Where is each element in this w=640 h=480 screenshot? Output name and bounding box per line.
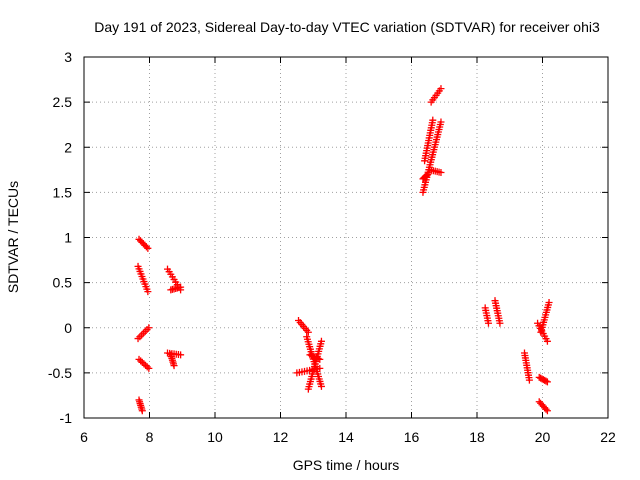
- data-point-marker: [142, 243, 150, 251]
- data-point-marker: [525, 376, 533, 384]
- x-tick-label: 12: [273, 429, 289, 445]
- data-point-marker: [145, 364, 153, 372]
- data-point-marker: [422, 172, 430, 180]
- x-tick-label: 16: [404, 429, 420, 445]
- data-point-marker: [309, 352, 317, 360]
- data-point-marker: [317, 382, 325, 390]
- data-point-marker: [437, 118, 445, 126]
- y-tick-label: 0.5: [53, 275, 73, 291]
- data-points: [134, 85, 553, 415]
- data-point-marker: [144, 244, 152, 252]
- data-point-marker: [484, 319, 492, 327]
- data-point-marker: [140, 360, 148, 368]
- data-point-marker: [311, 353, 319, 361]
- data-point-marker: [177, 283, 185, 291]
- data-point-marker: [437, 169, 445, 177]
- x-tick-label: 10: [207, 429, 223, 445]
- x-tick-label: 20: [535, 429, 551, 445]
- y-tick-label: 3: [64, 49, 72, 65]
- data-point-marker: [137, 357, 145, 365]
- data-point-marker: [143, 363, 151, 371]
- data-point-marker: [144, 288, 152, 296]
- data-point-marker: [170, 362, 178, 370]
- x-tick-label: 22: [600, 429, 616, 445]
- y-tick-label: -1: [60, 410, 73, 426]
- x-axis-title: GPS time / hours: [293, 457, 400, 473]
- data-point-marker: [177, 351, 185, 359]
- data-point-marker: [314, 355, 322, 363]
- data-point-marker: [308, 352, 316, 360]
- data-point-marker: [429, 116, 437, 124]
- y-axis-title: SDTVAR / TECUs: [5, 181, 21, 293]
- data-point-marker: [423, 171, 431, 179]
- x-tick-label: 8: [146, 429, 154, 445]
- y-tick-label: 2.5: [53, 94, 73, 110]
- data-point-marker: [316, 355, 324, 363]
- y-tick-label: -0.5: [48, 365, 72, 381]
- data-point-marker: [138, 407, 146, 415]
- data-point-marker: [306, 351, 314, 359]
- data-point-marker: [542, 405, 550, 413]
- data-point-marker: [545, 298, 553, 306]
- axis-ticks: 6 8 10 12 14 16 18 20 22 -1 -0.5 0 0.5 1 1.5 2 2.5 3: [48, 49, 616, 445]
- data-point-marker: [496, 319, 504, 327]
- data-point-marker: [543, 407, 551, 415]
- x-tick-label: 14: [338, 429, 354, 445]
- data-point-marker: [542, 377, 550, 385]
- data-point-marker: [543, 378, 551, 386]
- data-point-marker: [437, 85, 445, 93]
- y-tick-label: 2: [64, 139, 72, 155]
- y-tick-label: 1: [64, 230, 72, 246]
- x-tick-label: 18: [469, 429, 485, 445]
- grid-lines: [84, 57, 608, 418]
- data-point-marker: [304, 328, 312, 336]
- data-point-marker: [317, 337, 325, 345]
- data-point-marker: [135, 355, 143, 363]
- y-tick-label: 1.5: [53, 184, 73, 200]
- data-point-marker: [543, 337, 551, 345]
- data-point-marker: [313, 354, 321, 362]
- data-point-marker: [142, 361, 150, 369]
- data-point-marker: [138, 358, 146, 366]
- y-tick-label: 0: [64, 320, 72, 336]
- data-point-marker: [424, 170, 432, 178]
- chart-title: Day 191 of 2023, Sidereal Day-to-day VTE…: [94, 19, 600, 35]
- x-tick-label: 6: [80, 429, 88, 445]
- data-point-marker: [145, 324, 153, 332]
